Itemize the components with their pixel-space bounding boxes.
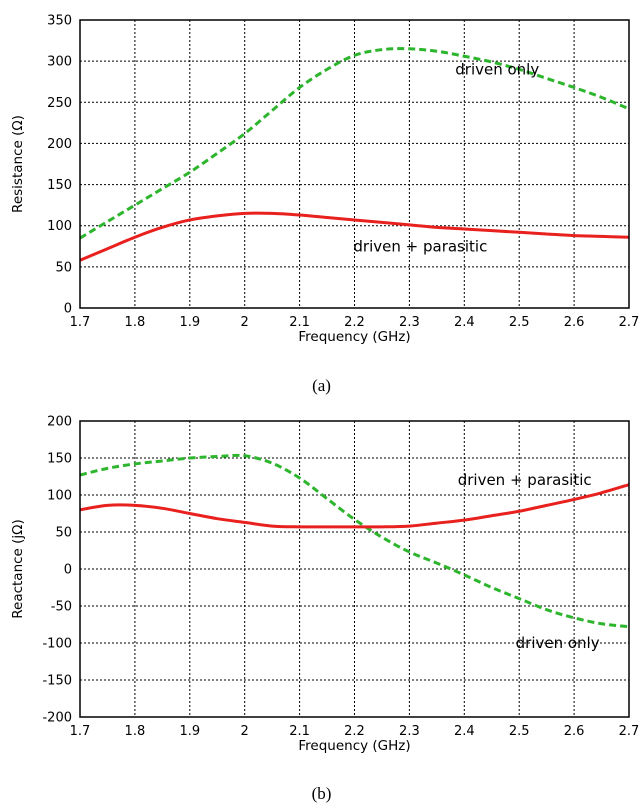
- x-tick-label: 2.2: [344, 315, 365, 330]
- series-annotation: driven only: [455, 60, 539, 78]
- y-tick-label: 350: [47, 14, 72, 29]
- x-axis-label: Frequency (GHz): [298, 329, 410, 345]
- y-tick-labels: -200 -150 -100 -50 0 50 100 150 200: [42, 415, 72, 726]
- y-tick-label: -50: [51, 600, 72, 615]
- y-tick-label: 0: [64, 563, 72, 578]
- x-tick-label: 2.5: [509, 724, 530, 739]
- plot-frame: [79, 420, 630, 718]
- y-tick-label: 50: [55, 260, 72, 275]
- y-tick-label: 150: [47, 452, 72, 467]
- y-tick-label: 200: [47, 415, 72, 430]
- x-tick-label: 2.6: [564, 315, 585, 330]
- grid: [79, 19, 630, 309]
- y-tick-label: 150: [47, 178, 72, 193]
- x-axis-label: Frequency (GHz): [298, 738, 410, 754]
- x-tick-label: 2: [241, 315, 249, 330]
- resistance-chart: 1.7 1.8 1.9 2 2.1 2.2 2.3 2.4 2.5 2.6 2.7 0 50 100 15…: [10, 14, 639, 396]
- series-annotation: driven + parasitic: [458, 471, 592, 489]
- series-annotation: driven + parasitic: [353, 237, 487, 255]
- x-tick-label: 2.4: [454, 724, 475, 739]
- panel-caption: (a): [312, 376, 331, 395]
- panel-caption: (b): [312, 784, 332, 803]
- y-tick-label: -100: [42, 637, 72, 652]
- x-tick-label: 2: [241, 724, 249, 739]
- x-tick-label: 1.7: [70, 724, 91, 739]
- y-tick-labels: 0 50 100 150 200 250 300 350: [47, 14, 72, 317]
- y-tick-label: 250: [47, 96, 72, 111]
- series-line-driven-only: [79, 453, 630, 629]
- y-tick-label: -200: [42, 711, 72, 726]
- x-tick-label: 2.1: [289, 724, 310, 739]
- x-tick-label: 2.7: [619, 724, 640, 739]
- y-axis-label: Reactance (jΩ): [10, 519, 26, 619]
- y-tick-label: 100: [47, 489, 72, 504]
- series-line-driven-parasitic: [79, 483, 630, 529]
- x-tick-label: 2.5: [509, 315, 530, 330]
- series-line-driven-parasitic: [79, 211, 630, 262]
- x-tick-label: 1.8: [125, 724, 146, 739]
- x-tick-label: 2.3: [399, 315, 420, 330]
- x-tick-label: 2.6: [564, 724, 585, 739]
- x-tick-label: 2.7: [619, 315, 640, 330]
- series-group: [79, 47, 630, 262]
- series-line-driven-only: [79, 47, 630, 240]
- x-tick-label: 1.7: [70, 315, 91, 330]
- series-group: [79, 453, 630, 629]
- y-tick-label: 0: [64, 302, 72, 317]
- x-tick-labels: 1.7 1.8 1.9 2 2.1 2.2 2.3 2.4 2.5 2.6 2.7: [70, 315, 640, 330]
- x-tick-label: 1.9: [179, 315, 200, 330]
- x-tick-label: 1.9: [179, 724, 200, 739]
- grid: [79, 420, 630, 718]
- y-tick-label: 300: [47, 55, 72, 70]
- y-tick-label: 200: [47, 137, 72, 152]
- x-tick-labels: 1.7 1.8 1.9 2 2.1 2.2 2.3 2.4 2.5 2.6 2.7: [70, 724, 640, 739]
- plot-frame: [79, 19, 630, 309]
- x-tick-label: 2.2: [344, 724, 365, 739]
- x-tick-label: 2.1: [289, 315, 310, 330]
- y-tick-label: 50: [55, 526, 72, 541]
- reactance-chart: 1.7 1.8 1.9 2 2.1 2.2 2.3 2.4 2.5 2.6 2.7 -200 -150…: [10, 415, 639, 804]
- x-tick-label: 2.4: [454, 315, 475, 330]
- y-tick-label: -150: [42, 674, 72, 689]
- annotations: driven only driven + parasitic: [353, 60, 539, 255]
- y-tick-label: 100: [47, 219, 72, 234]
- y-axis-label: Resistance (Ω): [10, 115, 26, 213]
- annotations: driven + parasitic driven only: [458, 471, 600, 652]
- series-annotation: driven only: [516, 634, 600, 652]
- x-tick-label: 1.8: [125, 315, 146, 330]
- x-tick-label: 2.3: [399, 724, 420, 739]
